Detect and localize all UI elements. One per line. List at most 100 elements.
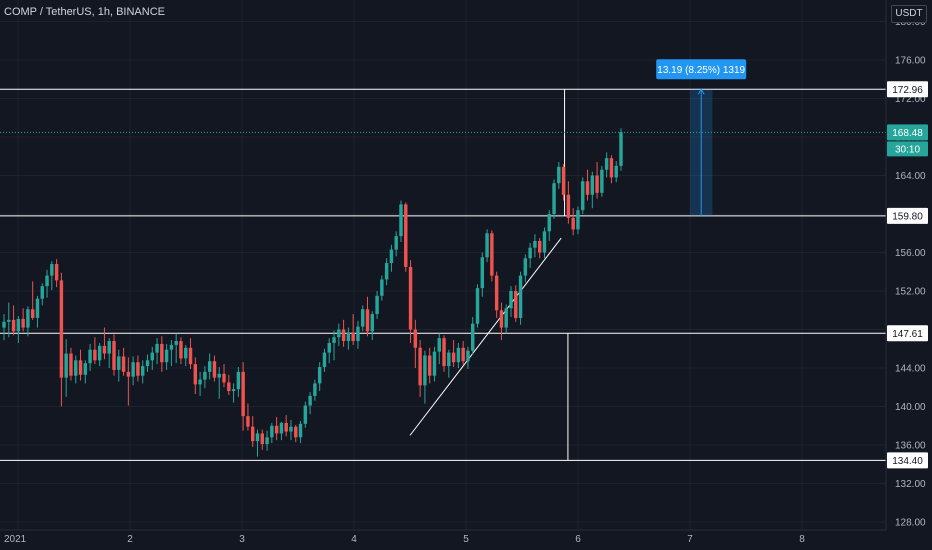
candle-body <box>375 295 379 315</box>
candle-body <box>327 342 331 353</box>
candle-body <box>413 329 418 348</box>
candle-body <box>356 326 360 342</box>
candle-body <box>313 383 317 396</box>
candle-body <box>380 279 384 296</box>
candle-body <box>260 433 265 445</box>
candle-body <box>351 332 355 342</box>
candle-body <box>7 319 11 322</box>
candle-body <box>442 338 446 367</box>
candle-body <box>188 347 193 365</box>
candle-body <box>93 349 97 361</box>
time-tick-label: 3 <box>239 534 245 545</box>
candle-body <box>499 310 504 328</box>
level-price-label: 147.61 <box>892 329 923 340</box>
candle-body <box>294 426 298 438</box>
candle-body <box>69 353 73 376</box>
level-price-label: 159.80 <box>892 211 923 222</box>
candle-body <box>427 355 432 376</box>
candle-body <box>184 347 188 359</box>
candle-body <box>447 352 451 367</box>
candle-body <box>485 233 489 258</box>
price-tick-label: 140.00 <box>895 402 926 413</box>
candle-body <box>552 183 556 214</box>
currency-button[interactable]: USDT <box>891 5 927 23</box>
candle-body <box>581 181 585 211</box>
candle-body <box>394 236 398 250</box>
candle-body <box>609 158 614 178</box>
candle-body <box>600 169 604 193</box>
candle-body <box>174 341 178 345</box>
candle-body <box>590 175 595 195</box>
measure-label: 13.19 (8.25%) 1319 <box>657 65 745 76</box>
time-tick-label: 6 <box>575 534 581 545</box>
candle-body <box>547 214 551 232</box>
candle-body <box>576 210 580 230</box>
candle-body <box>557 166 561 184</box>
candle-body <box>523 258 528 276</box>
candle-body <box>193 364 198 385</box>
candlestick-series <box>2 128 623 457</box>
candle-body <box>26 309 30 328</box>
candle-body <box>145 360 150 367</box>
candle-body <box>528 247 532 259</box>
current-price-label: 168.48 <box>892 128 923 139</box>
level-price-label-box <box>887 207 928 224</box>
candle-body <box>533 240 537 248</box>
candle-body <box>78 360 83 375</box>
price-tick-label: 128.00 <box>895 518 926 529</box>
symbol-title: COMP / TetherUS, 1h, BINANCE <box>4 6 165 18</box>
candle-body <box>270 425 274 438</box>
price-tick-label: 136.00 <box>895 441 926 452</box>
level-price-label-box <box>887 325 928 342</box>
candle-body <box>50 264 54 276</box>
candle-body <box>88 349 92 364</box>
candle-body <box>566 194 571 218</box>
candle-body <box>303 405 308 424</box>
candle-body <box>222 373 226 383</box>
candle-body <box>83 363 88 375</box>
candle-body <box>404 204 408 267</box>
candle-body <box>74 360 78 376</box>
candle-body <box>471 323 475 351</box>
candle-body <box>537 240 542 253</box>
countdown-label-box <box>887 141 928 157</box>
candle-body <box>337 329 341 338</box>
candle-body <box>150 352 154 361</box>
candle-body <box>432 351 437 376</box>
time-tick-label: 2 <box>127 534 133 545</box>
candle-body <box>217 373 221 378</box>
current-price-label-box <box>887 124 928 141</box>
candle-body <box>160 343 164 363</box>
level-price-label: 172.96 <box>892 85 923 96</box>
candle-body <box>16 318 21 332</box>
price-tick-label: 164.00 <box>895 171 926 182</box>
candle-body <box>255 433 260 442</box>
candle-body <box>198 379 202 385</box>
candle-body <box>418 347 422 386</box>
measure-label-box <box>656 59 747 80</box>
candle-body <box>322 352 327 368</box>
candle-body <box>112 341 116 370</box>
candle-body <box>542 231 547 253</box>
candle-body <box>370 314 375 332</box>
candle-body <box>360 309 365 327</box>
candle-body <box>274 425 279 434</box>
candle-body <box>241 371 245 417</box>
drawing-overlays: 13.19 (8.25%) 1319 <box>0 59 886 461</box>
time-tick-label: 5 <box>463 534 469 545</box>
candle-body <box>585 181 590 195</box>
time-tick-label: 4 <box>351 534 357 545</box>
candle-body <box>504 308 508 328</box>
price-tick-label: 172.00 <box>895 94 926 105</box>
candle-body <box>466 350 470 362</box>
price-tick-label: 152.00 <box>895 287 926 298</box>
candle-body <box>571 217 575 230</box>
candle-body <box>437 338 441 352</box>
price-axis: 128.00132.00136.00140.00144.00148.00152.… <box>885 0 926 530</box>
candle-body <box>207 361 212 372</box>
candle-body <box>155 343 159 353</box>
candle-body <box>308 395 312 406</box>
measure-arrow-head <box>697 88 705 95</box>
candle-body <box>595 175 599 193</box>
